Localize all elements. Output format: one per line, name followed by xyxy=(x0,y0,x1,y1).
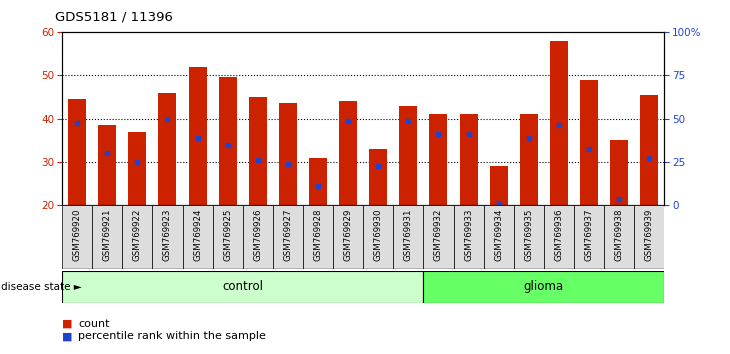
Text: GSM769936: GSM769936 xyxy=(554,209,564,261)
Text: GSM769935: GSM769935 xyxy=(524,209,534,261)
Text: GSM769923: GSM769923 xyxy=(163,209,172,261)
Bar xyxy=(460,114,477,205)
Text: GSM769921: GSM769921 xyxy=(103,209,112,261)
Text: GSM769933: GSM769933 xyxy=(464,209,473,261)
Bar xyxy=(92,205,123,269)
Bar xyxy=(610,140,629,205)
Bar xyxy=(333,205,364,269)
Bar xyxy=(399,105,418,205)
Bar xyxy=(484,205,514,269)
Bar xyxy=(604,205,634,269)
Text: ■: ■ xyxy=(62,319,72,329)
Bar xyxy=(574,205,604,269)
Bar xyxy=(423,205,453,269)
Text: GSM769926: GSM769926 xyxy=(253,209,262,261)
Text: GSM769927: GSM769927 xyxy=(283,209,293,261)
Bar xyxy=(242,205,273,269)
Bar xyxy=(219,78,237,205)
Text: glioma: glioma xyxy=(524,280,564,293)
Bar xyxy=(123,205,153,269)
Text: GSM769937: GSM769937 xyxy=(585,209,593,261)
Bar xyxy=(393,205,423,269)
Bar xyxy=(273,205,303,269)
Bar xyxy=(212,205,242,269)
Bar xyxy=(68,99,86,205)
Text: GSM769934: GSM769934 xyxy=(494,209,503,261)
Text: control: control xyxy=(222,280,264,293)
Bar xyxy=(514,205,544,269)
Text: GSM769924: GSM769924 xyxy=(193,209,202,261)
Bar xyxy=(158,93,177,205)
Bar xyxy=(423,271,664,303)
Text: GSM769939: GSM769939 xyxy=(645,209,654,261)
Text: count: count xyxy=(78,319,110,329)
Text: percentile rank within the sample: percentile rank within the sample xyxy=(78,331,266,341)
Bar xyxy=(128,132,146,205)
Bar xyxy=(544,205,574,269)
Text: GSM769928: GSM769928 xyxy=(313,209,323,261)
Bar xyxy=(520,114,538,205)
Bar xyxy=(279,103,297,205)
Bar xyxy=(188,67,207,205)
Bar xyxy=(153,205,182,269)
Text: GDS5181 / 11396: GDS5181 / 11396 xyxy=(55,11,172,24)
Bar xyxy=(62,271,423,303)
Bar xyxy=(640,95,658,205)
Text: GSM769922: GSM769922 xyxy=(133,209,142,261)
Text: ■: ■ xyxy=(62,331,72,341)
Bar xyxy=(249,97,267,205)
Bar xyxy=(580,80,598,205)
Bar xyxy=(339,101,357,205)
Bar xyxy=(369,149,388,205)
Text: GSM769931: GSM769931 xyxy=(404,209,413,261)
Text: GSM769932: GSM769932 xyxy=(434,209,443,261)
Bar xyxy=(303,205,333,269)
Bar xyxy=(550,41,568,205)
Bar xyxy=(309,158,327,205)
Bar xyxy=(364,205,393,269)
Text: GSM769925: GSM769925 xyxy=(223,209,232,261)
Bar xyxy=(634,205,664,269)
Text: GSM769938: GSM769938 xyxy=(615,209,623,261)
Bar xyxy=(453,205,484,269)
Text: GSM769920: GSM769920 xyxy=(72,209,82,261)
Bar xyxy=(98,125,116,205)
Bar xyxy=(429,114,447,205)
Text: GSM769930: GSM769930 xyxy=(374,209,383,261)
Bar xyxy=(62,205,92,269)
Bar xyxy=(490,166,508,205)
Text: disease state ►: disease state ► xyxy=(1,282,82,292)
Bar xyxy=(182,205,212,269)
Text: GSM769929: GSM769929 xyxy=(344,209,353,261)
